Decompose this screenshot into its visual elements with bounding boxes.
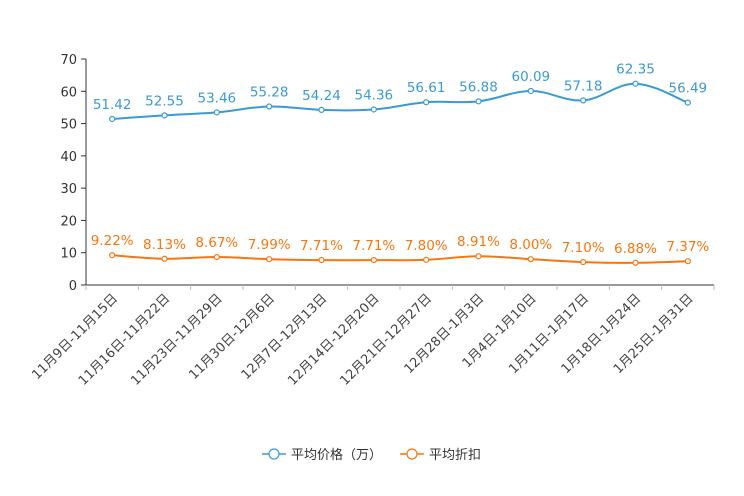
data-label: 62.35: [616, 62, 655, 78]
data-label: 7.71%: [300, 238, 343, 254]
data-label: 7.37%: [666, 239, 709, 255]
data-point: [318, 106, 325, 113]
data-label: 55.28: [250, 85, 289, 101]
x-tick-label: 11月9日-11月15日: [29, 291, 121, 383]
data-point: [161, 255, 168, 262]
data-label: 56.88: [459, 79, 498, 95]
x-tick-label: 12月21日-12月27日: [338, 291, 435, 388]
data-point: [684, 258, 691, 265]
data-point: [475, 98, 482, 105]
y-tick-label: 10: [60, 247, 77, 262]
data-point: [527, 256, 534, 263]
legend-label: 平均折扣: [429, 448, 481, 463]
data-point: [475, 253, 482, 260]
data-label: 7.71%: [352, 238, 395, 254]
data-label: 60.09: [512, 69, 551, 85]
data-label: 51.42: [93, 97, 132, 113]
data-label: 7.10%: [562, 240, 605, 256]
data-label: 57.18: [564, 78, 603, 94]
series-line: [112, 82, 689, 120]
data-point: [213, 253, 220, 261]
data-point: [161, 112, 168, 119]
data-point: [266, 103, 273, 110]
data-point: [632, 259, 639, 266]
data-label: 53.46: [198, 90, 237, 106]
y-tick-label: 60: [60, 85, 77, 100]
x-tick-label: 11月23日-11月29日: [128, 291, 225, 388]
data-point: [109, 252, 116, 259]
data-point: [684, 99, 691, 106]
data-label: 8.00%: [509, 237, 552, 253]
data-point: [370, 106, 377, 113]
data-label: 9.22%: [91, 233, 134, 249]
y-tick-label: 70: [60, 53, 77, 68]
series-line: [112, 254, 688, 264]
y-tick-label: 30: [60, 182, 77, 197]
data-label: 6.88%: [614, 241, 657, 257]
x-tick-label: 11月16日-11月22日: [76, 291, 173, 388]
legend-marker: [406, 448, 418, 460]
data-point: [266, 256, 273, 263]
data-label: 7.80%: [405, 238, 448, 254]
data-point: [109, 115, 116, 123]
data-label: 7.99%: [248, 237, 291, 253]
y-tick-label: 20: [60, 214, 77, 229]
data-label: 56.61: [407, 80, 446, 96]
y-tick-label: 40: [60, 150, 77, 165]
legend-marker: [268, 448, 280, 460]
data-label: 54.24: [302, 88, 341, 104]
data-point: [213, 109, 220, 116]
data-label: 8.91%: [457, 234, 500, 250]
data-point: [370, 257, 377, 264]
data-point: [318, 257, 325, 264]
legend-label: 平均价格（万）: [291, 447, 382, 463]
data-label: 8.67%: [195, 235, 238, 251]
data-label: 56.49: [669, 81, 708, 97]
data-point: [580, 258, 587, 266]
data-point: [527, 87, 534, 95]
y-tick-label: 0: [69, 279, 77, 294]
data-point: [423, 99, 430, 106]
data-label: 52.55: [145, 93, 184, 109]
data-label: 8.13%: [143, 237, 186, 253]
data-point: [423, 256, 430, 263]
data-label: 54.36: [355, 87, 394, 103]
y-tick-label: 50: [60, 118, 77, 133]
x-tick-label: 12月14日-12月20日: [285, 291, 382, 388]
data-point: [632, 80, 639, 87]
data-point: [580, 97, 587, 104]
